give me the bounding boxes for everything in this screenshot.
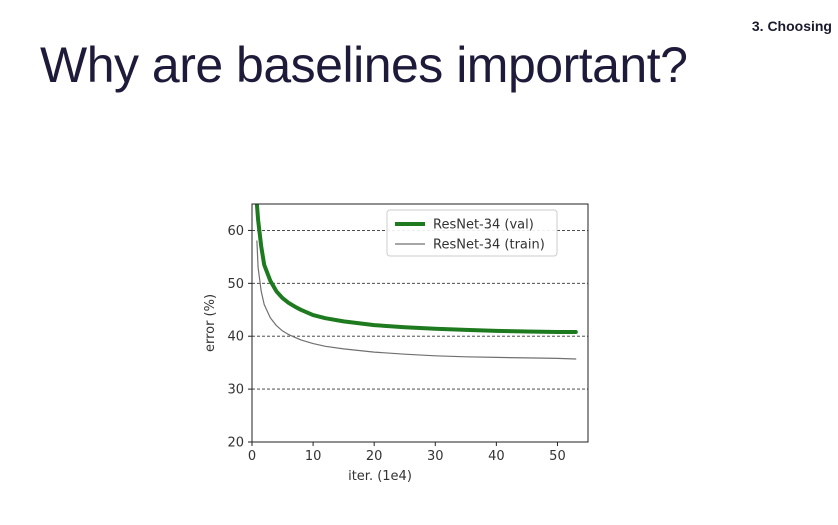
y-axis-label: error (%) <box>203 294 218 352</box>
y-tick-label-60: 60 <box>227 224 244 239</box>
x-tick-label-20: 20 <box>366 449 383 464</box>
legend-box <box>386 209 558 257</box>
slide-title: Why are baselines important? <box>40 37 688 93</box>
x-tick-label-40: 40 <box>488 449 505 464</box>
x-tick-label-0: 0 <box>248 449 256 464</box>
x-tick-label-10: 10 <box>305 449 322 464</box>
y-tick-label-50: 50 <box>227 277 244 292</box>
series-line-1 <box>256 240 577 360</box>
y-tick-label-40: 40 <box>227 330 244 345</box>
section-tag: 3. Choosing <box>751 18 832 34</box>
series-line-0 <box>254 204 578 334</box>
plot-frame <box>251 203 589 443</box>
error-vs-iteration-chart: 0 10 20 30 40 50 20 30 40 50 60 iter. (1e4) error (%… <box>203 203 589 484</box>
legend-label-0: ResNet-34 (val) <box>433 218 534 233</box>
y-tick-label-20: 20 <box>227 436 244 451</box>
y-tick-label-30: 30 <box>227 383 244 398</box>
x-axis-label: iter. (1e4) <box>348 469 412 484</box>
x-tick-label-50: 50 <box>549 449 566 464</box>
x-tick-label-30: 30 <box>427 449 444 464</box>
legend-label-1: ResNet-34 (train) <box>433 238 545 253</box>
